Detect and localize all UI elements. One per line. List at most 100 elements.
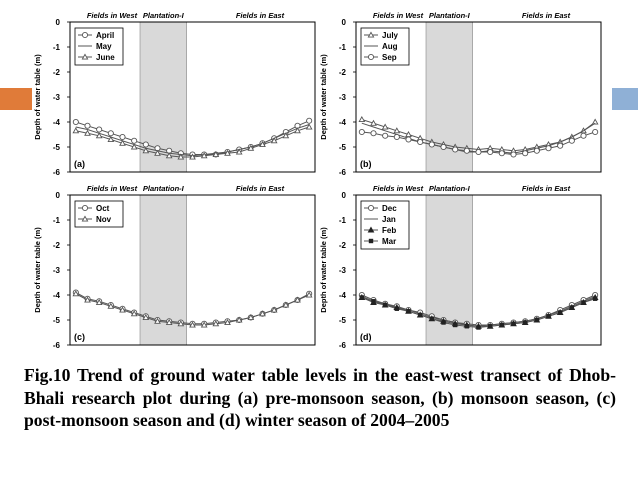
chart-panel: Fields in West Plantation-I Fields in East… bbox=[319, 184, 602, 350]
data-point bbox=[84, 129, 91, 136]
data-point bbox=[476, 325, 481, 330]
data-point bbox=[200, 152, 208, 159]
y-tick-label: -6 bbox=[53, 168, 61, 177]
legend-marker bbox=[367, 204, 375, 212]
data-point bbox=[107, 135, 115, 143]
data-point bbox=[358, 128, 365, 136]
y-tick-label: -3 bbox=[53, 93, 61, 102]
y-tick-label: -6 bbox=[339, 341, 347, 350]
section-title-west: Fields in West bbox=[373, 11, 424, 20]
y-tick-label: -1 bbox=[339, 216, 347, 225]
section-title-west: Fields in West bbox=[87, 11, 138, 20]
legend-label: Mar bbox=[382, 237, 396, 246]
y-tick-label: -3 bbox=[339, 93, 347, 102]
data-point bbox=[557, 310, 563, 315]
y-tick-label: -1 bbox=[53, 43, 61, 52]
data-point bbox=[294, 296, 301, 303]
data-point bbox=[510, 151, 517, 158]
legend-label: May bbox=[96, 42, 112, 51]
data-point bbox=[394, 306, 400, 311]
data-point bbox=[259, 310, 266, 317]
data-point bbox=[463, 147, 470, 154]
data-point bbox=[72, 290, 80, 297]
y-tick-label: -2 bbox=[339, 241, 347, 250]
data-point bbox=[235, 316, 243, 323]
data-point bbox=[259, 140, 266, 148]
y-tick-label: -3 bbox=[339, 266, 347, 275]
data-point bbox=[498, 150, 505, 157]
data-point bbox=[522, 320, 528, 325]
data-point bbox=[393, 133, 400, 141]
legend-label: Jan bbox=[382, 215, 396, 224]
y-axis-label: Depth of water table (m) bbox=[319, 54, 328, 140]
data-point bbox=[224, 318, 231, 326]
data-point bbox=[592, 128, 599, 136]
data-point bbox=[72, 118, 79, 126]
y-tick-label: -3 bbox=[53, 266, 61, 275]
data-point bbox=[511, 321, 516, 326]
panel-label: (d) bbox=[360, 332, 372, 342]
data-point bbox=[247, 144, 255, 151]
accent-bar-left bbox=[0, 88, 32, 110]
legend-marker bbox=[367, 31, 375, 38]
data-point bbox=[189, 321, 196, 328]
section-title-plantation: Plantation-I bbox=[143, 184, 185, 193]
data-point bbox=[417, 312, 423, 318]
section-title-plantation: Plantation-I bbox=[429, 11, 471, 20]
data-point bbox=[568, 137, 575, 144]
data-point bbox=[487, 324, 493, 329]
y-tick-label: -5 bbox=[339, 316, 347, 325]
data-point bbox=[592, 296, 598, 301]
y-tick-label: -5 bbox=[53, 143, 61, 152]
y-tick-label: -2 bbox=[53, 68, 61, 77]
data-point bbox=[428, 141, 435, 148]
data-point bbox=[212, 150, 220, 158]
section-title-plantation: Plantation-I bbox=[429, 184, 471, 193]
y-tick-label: -6 bbox=[339, 168, 347, 177]
y-tick-label: -4 bbox=[53, 291, 61, 300]
data-point bbox=[406, 309, 411, 314]
data-point bbox=[358, 115, 366, 123]
y-tick-label: 0 bbox=[56, 191, 61, 200]
data-point bbox=[359, 295, 365, 300]
data-point bbox=[370, 130, 377, 137]
data-point bbox=[96, 126, 103, 133]
data-point bbox=[580, 132, 587, 139]
data-point bbox=[107, 130, 114, 137]
data-point bbox=[282, 301, 290, 308]
data-point bbox=[130, 143, 138, 150]
legend-marker bbox=[81, 31, 89, 39]
section-title-west: Fields in West bbox=[373, 184, 424, 193]
data-point bbox=[119, 306, 126, 313]
y-axis-label: Depth of water table (m) bbox=[33, 54, 42, 140]
legend-marker bbox=[81, 215, 89, 222]
legend-marker bbox=[368, 238, 374, 244]
data-point bbox=[165, 318, 173, 326]
data-point bbox=[84, 296, 91, 303]
data-point bbox=[95, 132, 103, 139]
section-title-west: Fields in West bbox=[87, 184, 138, 193]
y-tick-label: -1 bbox=[339, 43, 347, 52]
legend-label: Feb bbox=[382, 226, 396, 235]
legend-label: Sep bbox=[382, 53, 397, 62]
data-point bbox=[393, 127, 401, 134]
data-point bbox=[440, 143, 447, 151]
section-title-east: Fields in East bbox=[522, 184, 571, 193]
data-point bbox=[545, 145, 552, 152]
legend-marker bbox=[367, 226, 375, 233]
legend-label: Dec bbox=[382, 204, 397, 213]
y-tick-label: -1 bbox=[53, 216, 61, 225]
section-title-east: Fields in East bbox=[522, 11, 571, 20]
panel-label: (b) bbox=[360, 159, 372, 169]
data-point bbox=[130, 310, 138, 317]
y-tick-label: -4 bbox=[53, 118, 61, 127]
legend-label: July bbox=[382, 31, 399, 40]
data-point bbox=[119, 139, 126, 146]
y-tick-label: 0 bbox=[342, 18, 347, 27]
y-tick-label: -2 bbox=[339, 68, 347, 77]
data-point bbox=[371, 299, 376, 304]
data-point bbox=[294, 127, 301, 134]
data-point bbox=[417, 138, 424, 146]
data-point bbox=[235, 148, 243, 155]
